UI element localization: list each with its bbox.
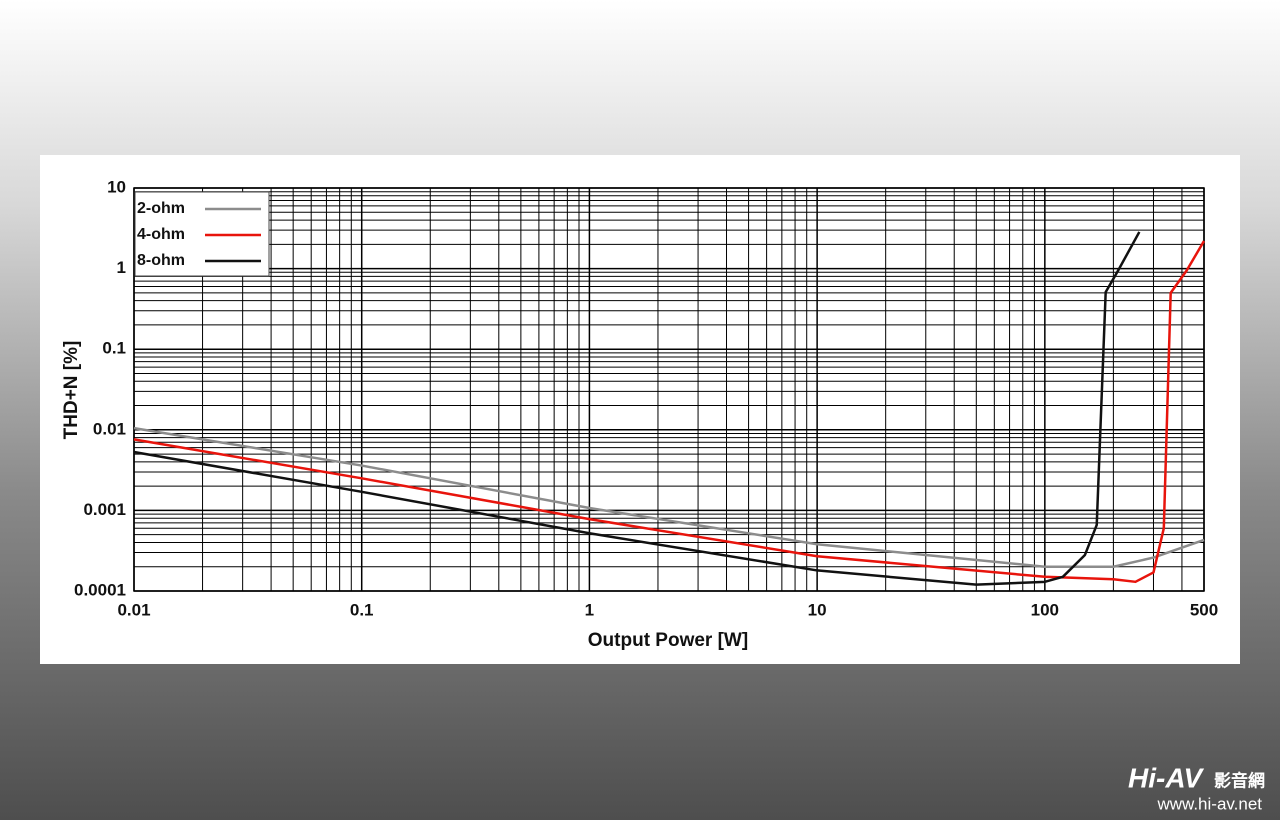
y-tick-label: 0.001 [83, 500, 126, 519]
x-tick-label: 10 [808, 600, 827, 619]
x-tick-label: 1 [585, 600, 594, 619]
x-axis-label: Output Power [W] [588, 630, 748, 651]
x-tick-label: 100 [1031, 600, 1059, 619]
y-tick-label: 1 [117, 258, 126, 277]
y-tick-label: 10 [107, 177, 126, 196]
series-line [133, 240, 1206, 584]
y-tick-label: 0.01 [93, 419, 126, 438]
x-tick-label: 0.1 [350, 600, 374, 619]
legend-label: 2-ohm [137, 200, 185, 217]
x-tick-label: 500 [1190, 600, 1218, 619]
x-tick-label: 0.01 [117, 600, 150, 619]
y-axis-label: THD+N [%] [61, 341, 82, 440]
legend-label: 8-ohm [137, 252, 185, 269]
plot-frame [133, 187, 1205, 592]
watermark-url: www.hi-av.net [1156, 794, 1262, 813]
series-line [133, 426, 1205, 568]
legend-label: 4-ohm [137, 226, 185, 243]
series-line [133, 231, 1141, 586]
y-tick-label: 0.1 [102, 339, 126, 358]
y-tick-label: 0.0001 [74, 580, 126, 599]
watermark-brand: Hi-AV [1128, 762, 1204, 793]
watermark-brand-cn: 影音網 [1214, 770, 1265, 790]
